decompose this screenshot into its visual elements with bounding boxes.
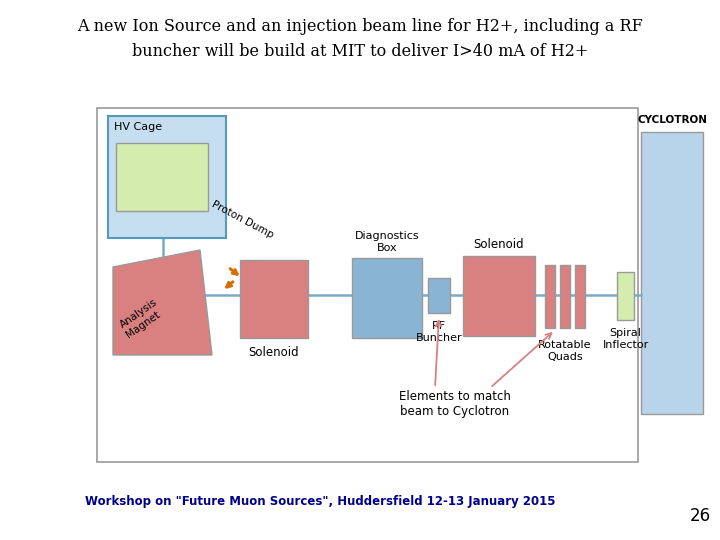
Bar [575,265,585,328]
Bar [352,258,422,338]
Text: 26: 26 [690,507,711,525]
FancyArrowPatch shape [230,269,237,274]
Text: Source: Source [139,171,185,184]
Text: CYCLOTRON: CYCLOTRON [637,115,707,125]
FancyArrowPatch shape [227,282,233,287]
Text: Diagnostics
Box: Diagnostics Box [355,232,419,253]
Text: Solenoid: Solenoid [248,346,300,359]
Bar [641,132,703,414]
Bar [240,260,308,338]
Text: Proton Dump: Proton Dump [210,199,275,240]
Bar [617,272,634,320]
Text: Solenoid: Solenoid [474,238,524,251]
Bar [428,278,450,313]
Bar [116,143,208,211]
Text: Rotatable
Quads: Rotatable Quads [539,340,592,362]
Text: A new Ion Source and an injection beam line for H2+, including a RF: A new Ion Source and an injection beam l… [77,18,643,35]
Text: Analysis
Magnet: Analysis Magnet [118,298,166,340]
Text: RF
Buncher: RF Buncher [415,321,462,342]
Text: buncher will be build at MIT to deliver I>40 mA of H2+: buncher will be build at MIT to deliver … [132,43,588,60]
Bar [463,256,535,336]
Polygon shape [113,250,212,355]
Text: Spiral
Inflector: Spiral Inflector [603,328,649,349]
Text: Workshop on "Future Muon Sources", Huddersfield 12-13 January 2015: Workshop on "Future Muon Sources", Hudde… [85,496,555,509]
Text: HV Cage: HV Cage [114,122,162,132]
Bar [108,116,226,238]
Text: Elements to match
beam to Cyclotron: Elements to match beam to Cyclotron [399,390,511,418]
Bar [545,265,555,328]
Bar [97,108,638,462]
Bar [560,265,570,328]
